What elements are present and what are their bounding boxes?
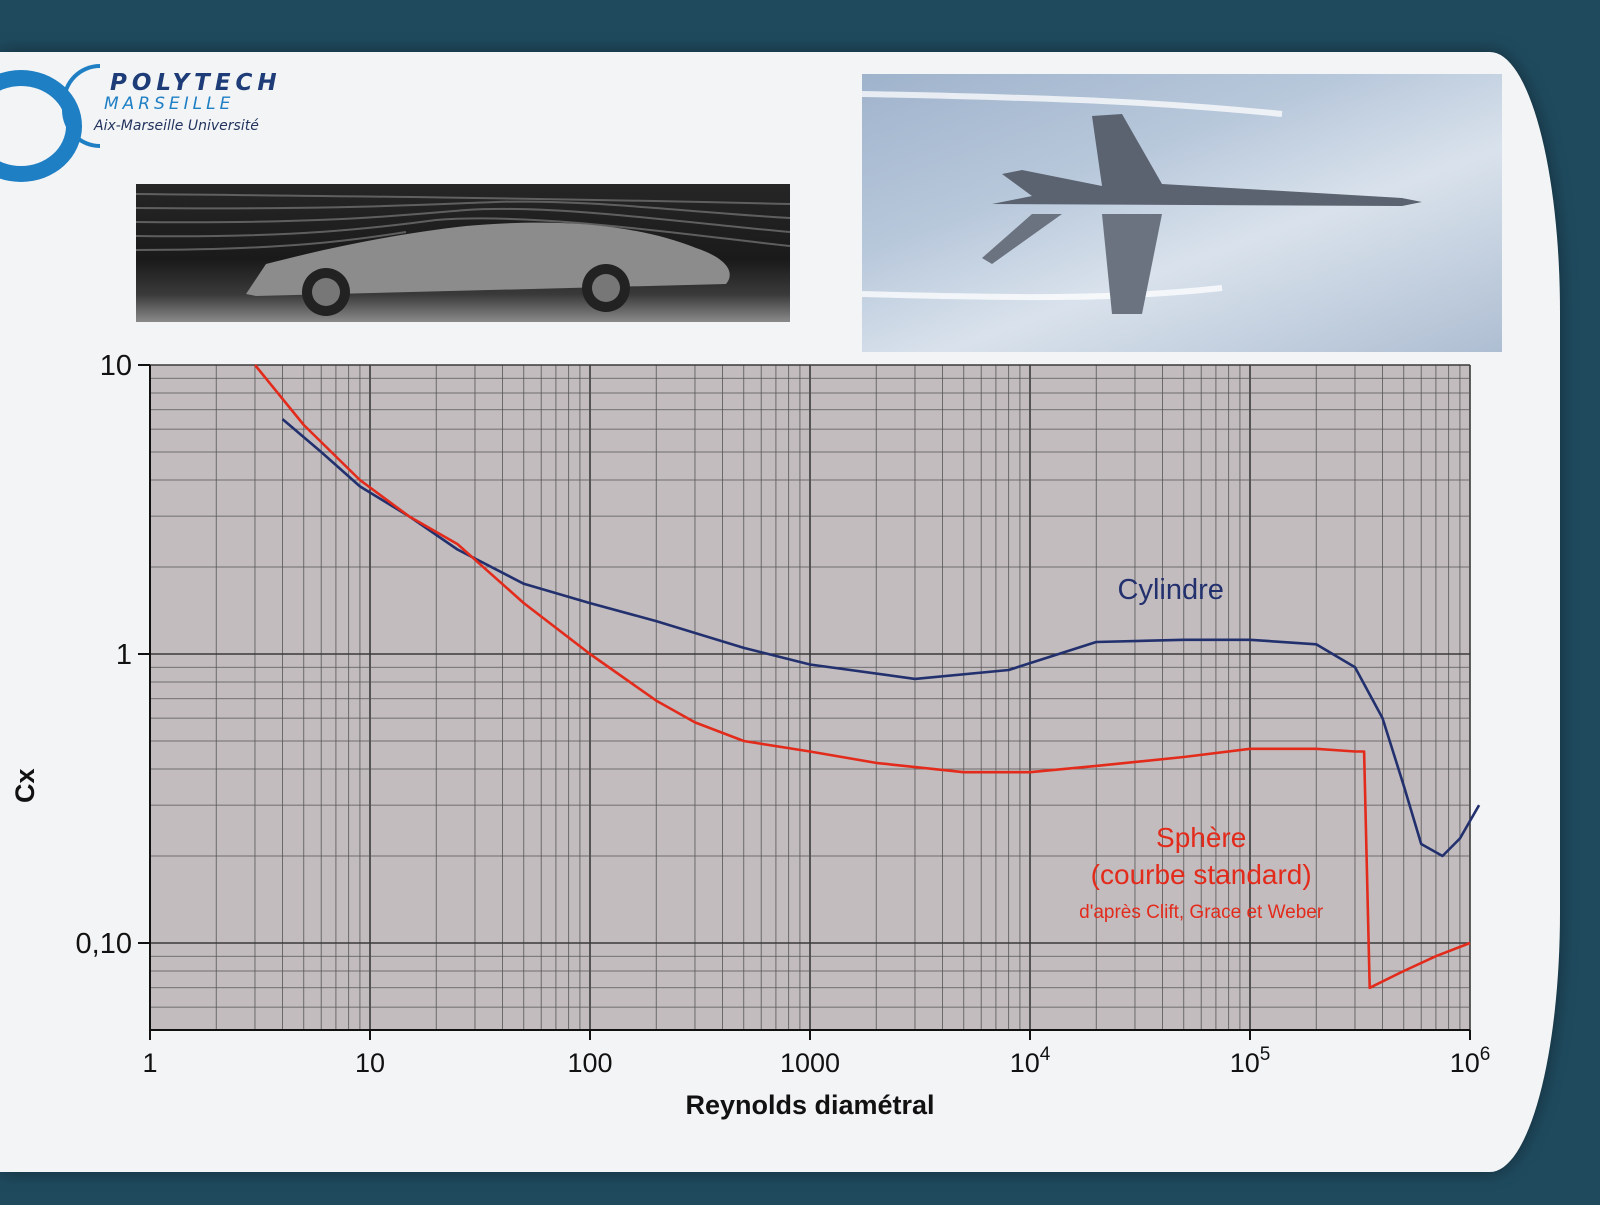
sphere-label-standard: (courbe standard) [1091,859,1312,890]
logo-university: Aix-Marseille Université [94,118,259,134]
x-tick-label: 106 [1450,1044,1491,1078]
axis-ticks: 1 10 100 1000 104 105 106 0,10 1 10 [76,350,1491,1078]
grid [149,364,1471,1031]
logo-title: POLYTECH [110,70,282,96]
x-tick-label: 10 [355,1048,385,1078]
wind-tunnel-car-photo [136,184,790,322]
sphere-label: Sphère [1156,822,1246,853]
x-tick-label: 1000 [780,1048,840,1078]
sphere-source-note: d'après Clift, Grace et Weber [1079,902,1324,923]
y-tick-label: 10 [100,350,132,382]
fighter-jet-photo [862,74,1502,352]
series-line-cylinder [281,418,1481,858]
series-layer [253,364,1481,990]
x-tick-label: 105 [1230,1044,1271,1078]
x-tick-label: 104 [1010,1044,1051,1078]
series-line-sphere [253,364,1471,990]
x-axis-label: Reynolds diamétral [685,1090,934,1120]
y-axis-label: Cx [10,769,40,804]
cylinder-label: Cylindre [1118,574,1224,606]
y-tick-label: 0,10 [76,928,132,960]
logo-subtitle: MARSEILLE [104,94,235,114]
y-tick-label: 1 [116,639,132,671]
x-tick-label: 1 [142,1048,157,1078]
x-tick-label: 100 [567,1048,612,1078]
